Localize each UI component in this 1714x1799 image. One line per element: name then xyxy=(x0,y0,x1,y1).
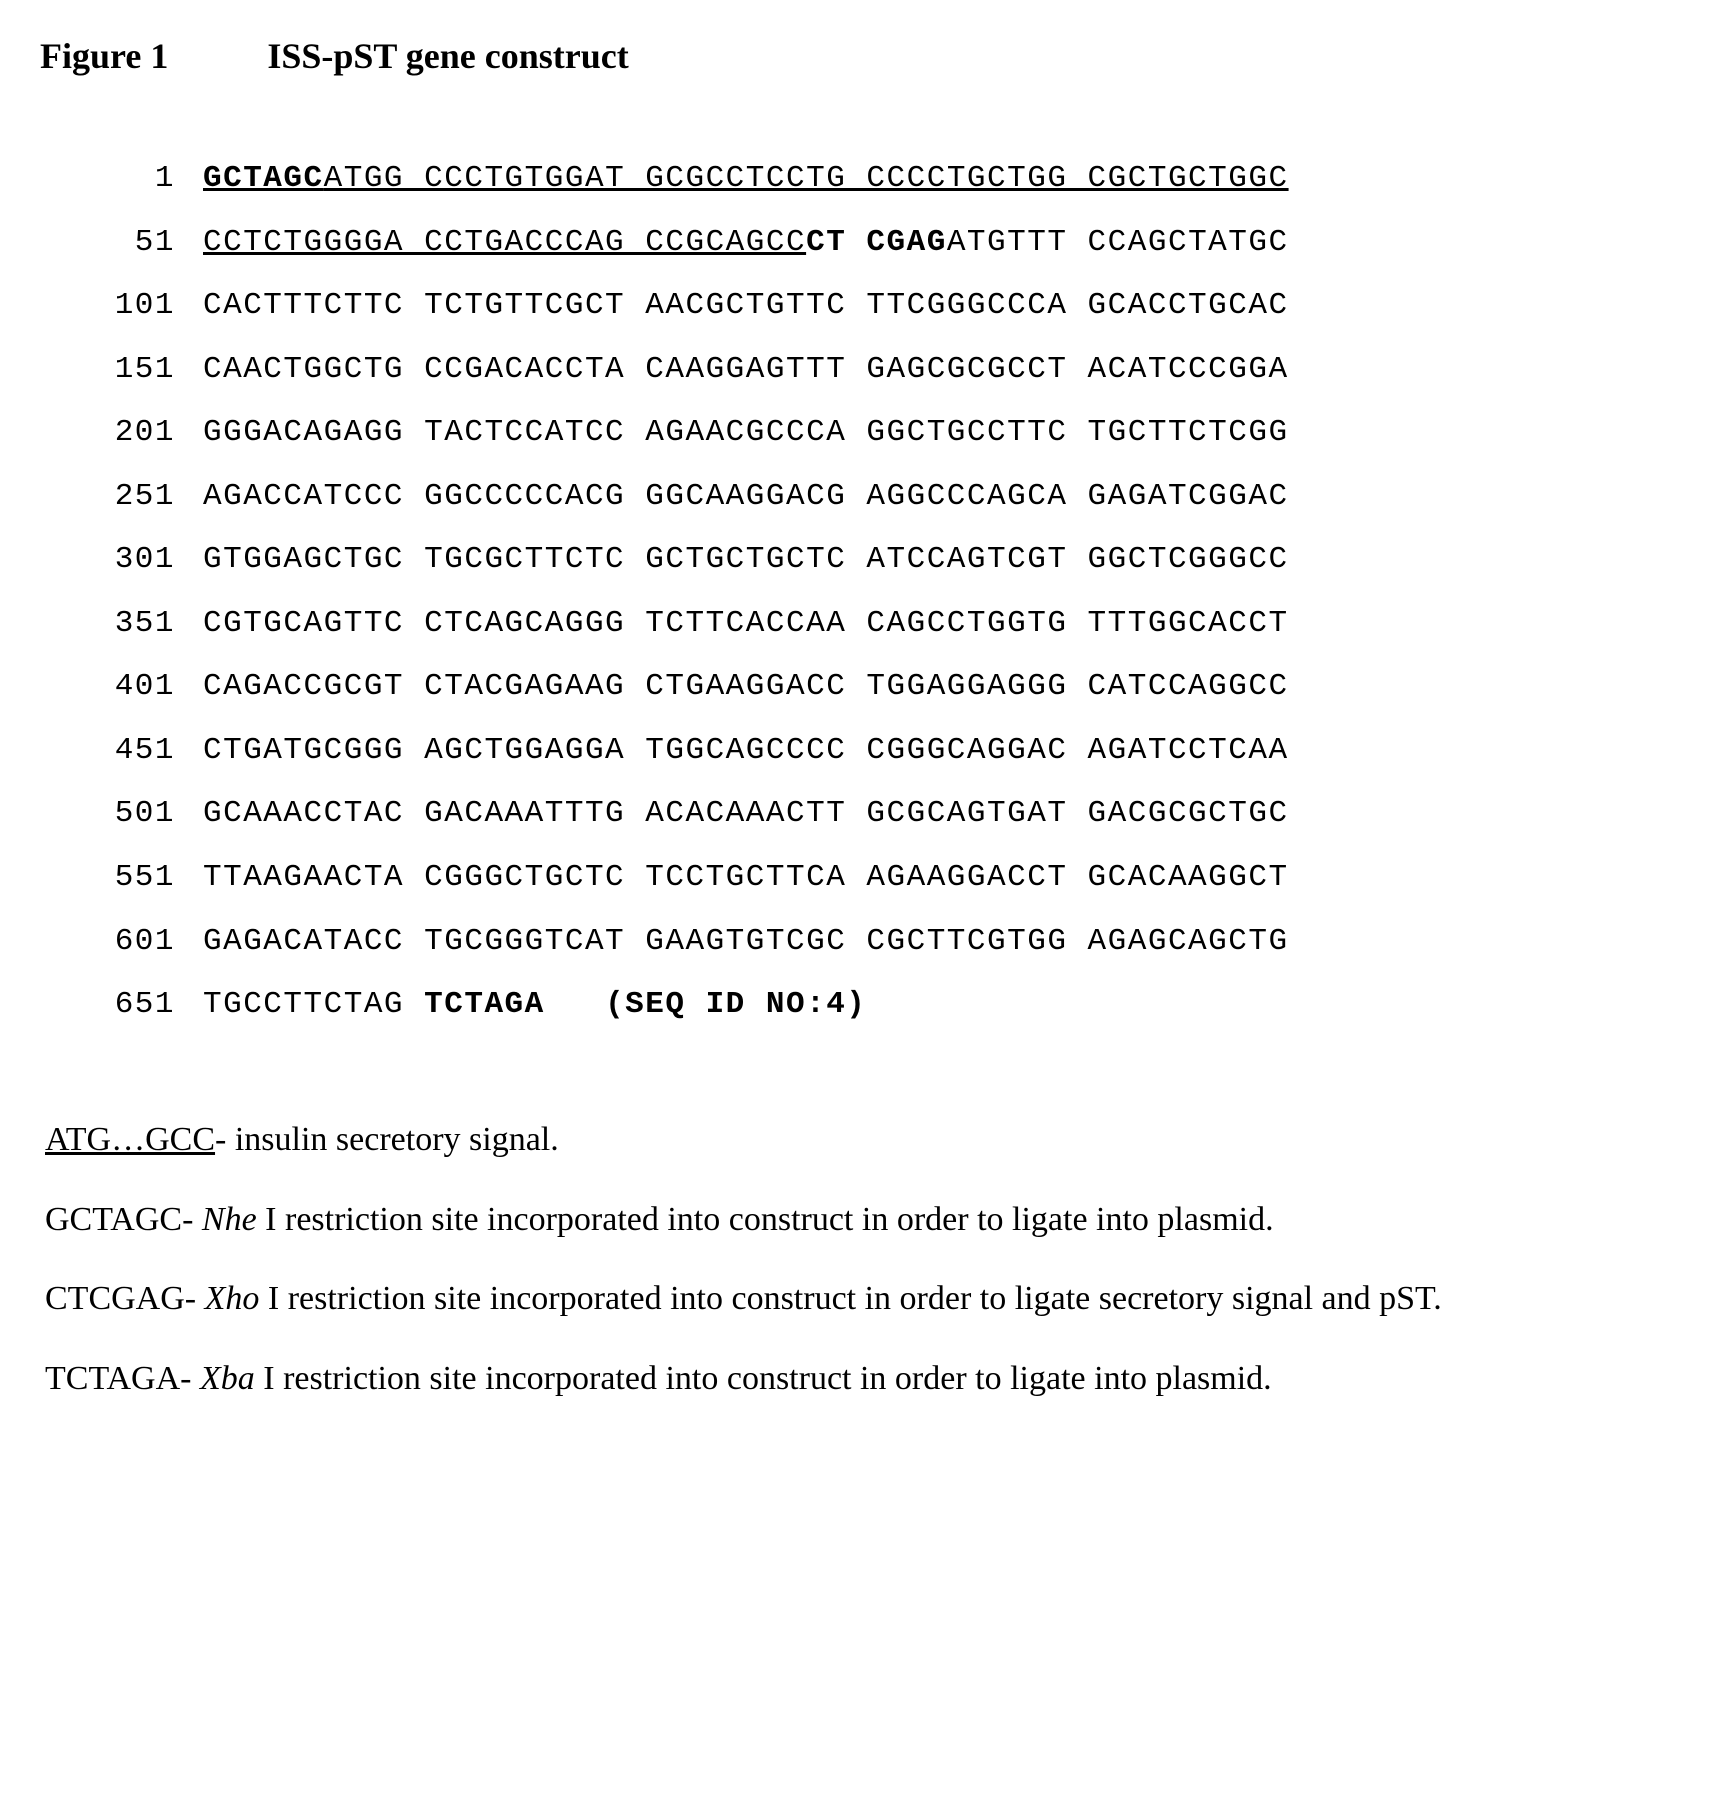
sequence-position: 1 xyxy=(70,147,175,211)
sequence-line: 451 CTGATGCGGG AGCTGGAGGA TGGCAGCCCC CGGG… xyxy=(70,719,1674,783)
legend-line-1: ATG…GCC- insulin secretory signal. xyxy=(45,1117,1674,1163)
legend-2-pre: GCTAGC- xyxy=(45,1201,202,1238)
sequence-run: GCTAGC xyxy=(203,161,324,196)
sequence-position: 301 xyxy=(70,528,175,592)
sequence-run: TGCCTTCTAG xyxy=(203,987,424,1022)
legend-block: ATG…GCC- insulin secretory signal. GCTAG… xyxy=(45,1117,1674,1403)
sequence-position: 351 xyxy=(70,592,175,656)
sequence-line: 651 TGCCTTCTAG TCTAGA (SEQ ID NO:4) xyxy=(70,973,1674,1037)
legend-1-rest: - insulin secretory signal. xyxy=(215,1121,559,1158)
sequence-line: 351 CGTGCAGTTC CTCAGCAGGG TCTTCACCAA CAGC… xyxy=(70,592,1674,656)
sequence-run: GTGGAGCTGC TGCGCTTCTC GCTGCTGCTC ATCCAGT… xyxy=(203,542,1289,577)
figure-name: ISS-pST gene construct xyxy=(267,36,628,76)
sequence-run: GCAAACCTAC GACAAATTTG ACACAAACTT GCGCAGT… xyxy=(203,796,1289,831)
sequence-line: 551 TTAAGAACTA CGGGCTGCTC TCCTGCTTCA AGAA… xyxy=(70,846,1674,910)
sequence-bases: TGCCTTCTAG TCTAGA (SEQ ID NO:4) xyxy=(203,973,866,1037)
sequence-run: ATGTTT CCAGCTATGC xyxy=(947,225,1289,260)
sequence-run: CAGACCGCGT CTACGAGAAG CTGAAGGACC TGGAGGA… xyxy=(203,669,1289,704)
sequence-bases: CAGACCGCGT CTACGAGAAG CTGAAGGACC TGGAGGA… xyxy=(203,655,1289,719)
sequence-bases: CGTGCAGTTC CTCAGCAGGG TCTTCACCAA CAGCCTG… xyxy=(203,592,1289,656)
legend-1-underlined: ATG…GCC xyxy=(45,1121,215,1158)
sequence-run: TCTAGA (SEQ ID NO:4) xyxy=(424,987,866,1022)
legend-4-rest: I restriction site incorporated into con… xyxy=(255,1360,1272,1397)
sequence-position: 101 xyxy=(70,274,175,338)
sequence-bases: CACTTTCTTC TCTGTTCGCT AACGCTGTTC TTCGGGC… xyxy=(203,274,1289,338)
sequence-bases: GCAAACCTAC GACAAATTTG ACACAAACTT GCGCAGT… xyxy=(203,782,1289,846)
sequence-bases: GTGGAGCTGC TGCGCTTCTC GCTGCTGCTC ATCCAGT… xyxy=(203,528,1289,592)
sequence-run: ATGG CCCTGTGGAT GCGCCTCCTG CCCCTGCTGG CG… xyxy=(324,161,1289,196)
legend-4-pre: TCTAGA- xyxy=(45,1360,200,1397)
sequence-line: 101 CACTTTCTTC TCTGTTCGCT AACGCTGTTC TTCG… xyxy=(70,274,1674,338)
sequence-bases: CTGATGCGGG AGCTGGAGGA TGGCAGCCCC CGGGCAG… xyxy=(203,719,1289,783)
sequence-line: 251 AGACCATCCC GGCCCCCACG GGCAAGGACG AGGC… xyxy=(70,465,1674,529)
sequence-position: 501 xyxy=(70,782,175,846)
legend-3-rest: I restriction site incorporated into con… xyxy=(259,1280,1441,1317)
sequence-run: CCTCTGGGGA CCTGACCCAG CCGCAGCC xyxy=(203,225,806,260)
sequence-bases: GGGACAGAGG TACTCCATCC AGAACGCCCA GGCTGCC… xyxy=(203,401,1289,465)
sequence-position: 401 xyxy=(70,655,175,719)
sequence-block: 1 GCTAGCATGG CCCTGTGGAT GCGCCTCCTG CCCCTG… xyxy=(70,147,1674,1037)
sequence-run: CT CGAG xyxy=(806,225,947,260)
sequence-bases: TTAAGAACTA CGGGCTGCTC TCCTGCTTCA AGAAGGA… xyxy=(203,846,1289,910)
sequence-bases: AGACCATCCC GGCCCCCACG GGCAAGGACG AGGCCCA… xyxy=(203,465,1289,529)
legend-4-ital: Xba xyxy=(200,1360,255,1397)
sequence-bases: GAGACATACC TGCGGGTCAT GAAGTGTCGC CGCTTCG… xyxy=(203,910,1289,974)
legend-line-3: CTCGAG- Xho I restriction site incorpora… xyxy=(45,1276,1674,1322)
sequence-position: 51 xyxy=(70,211,175,275)
sequence-run: AGACCATCCC GGCCCCCACG GGCAAGGACG AGGCCCA… xyxy=(203,479,1289,514)
sequence-line: 201 GGGACAGAGG TACTCCATCC AGAACGCCCA GGCT… xyxy=(70,401,1674,465)
legend-line-4: TCTAGA- Xba I restriction site incorpora… xyxy=(45,1356,1674,1402)
sequence-position: 551 xyxy=(70,846,175,910)
figure-title: Figure 1 ISS-pST gene construct xyxy=(40,35,1674,77)
legend-3-ital: Xho xyxy=(205,1280,260,1317)
sequence-line: 51 CCTCTGGGGA CCTGACCCAG CCGCAGCCCT CGAGA… xyxy=(70,211,1674,275)
sequence-position: 651 xyxy=(70,973,175,1037)
sequence-line: 501 GCAAACCTAC GACAAATTTG ACACAAACTT GCGC… xyxy=(70,782,1674,846)
sequence-run: CACTTTCTTC TCTGTTCGCT AACGCTGTTC TTCGGGC… xyxy=(203,288,1289,323)
figure-label: Figure 1 xyxy=(40,36,168,76)
legend-2-ital: Nhe xyxy=(202,1201,257,1238)
sequence-line: 1 GCTAGCATGG CCCTGTGGAT GCGCCTCCTG CCCCTG… xyxy=(70,147,1674,211)
sequence-position: 151 xyxy=(70,338,175,402)
sequence-position: 251 xyxy=(70,465,175,529)
sequence-line: 301 GTGGAGCTGC TGCGCTTCTC GCTGCTGCTC ATCC… xyxy=(70,528,1674,592)
sequence-run: CTGATGCGGG AGCTGGAGGA TGGCAGCCCC CGGGCAG… xyxy=(203,733,1289,768)
sequence-bases: CCTCTGGGGA CCTGACCCAG CCGCAGCCCT CGAGATG… xyxy=(203,211,1289,275)
sequence-line: 401 CAGACCGCGT CTACGAGAAG CTGAAGGACC TGGA… xyxy=(70,655,1674,719)
sequence-run: CAACTGGCTG CCGACACCTA CAAGGAGTTT GAGCGCG… xyxy=(203,352,1289,387)
sequence-position: 601 xyxy=(70,910,175,974)
sequence-run: GGGACAGAGG TACTCCATCC AGAACGCCCA GGCTGCC… xyxy=(203,415,1289,450)
legend-2-rest: I restriction site incorporated into con… xyxy=(257,1201,1274,1238)
legend-line-2: GCTAGC- Nhe I restriction site incorpora… xyxy=(45,1197,1674,1243)
sequence-position: 201 xyxy=(70,401,175,465)
legend-3-pre: CTCGAG- xyxy=(45,1280,205,1317)
sequence-run: CGTGCAGTTC CTCAGCAGGG TCTTCACCAA CAGCCTG… xyxy=(203,606,1289,641)
sequence-run: TTAAGAACTA CGGGCTGCTC TCCTGCTTCA AGAAGGA… xyxy=(203,860,1289,895)
sequence-run: GAGACATACC TGCGGGTCAT GAAGTGTCGC CGCTTCG… xyxy=(203,924,1289,959)
sequence-line: 151 CAACTGGCTG CCGACACCTA CAAGGAGTTT GAGC… xyxy=(70,338,1674,402)
sequence-line: 601 GAGACATACC TGCGGGTCAT GAAGTGTCGC CGCT… xyxy=(70,910,1674,974)
sequence-bases: CAACTGGCTG CCGACACCTA CAAGGAGTTT GAGCGCG… xyxy=(203,338,1289,402)
sequence-bases: GCTAGCATGG CCCTGTGGAT GCGCCTCCTG CCCCTGC… xyxy=(203,147,1289,211)
sequence-position: 451 xyxy=(70,719,175,783)
